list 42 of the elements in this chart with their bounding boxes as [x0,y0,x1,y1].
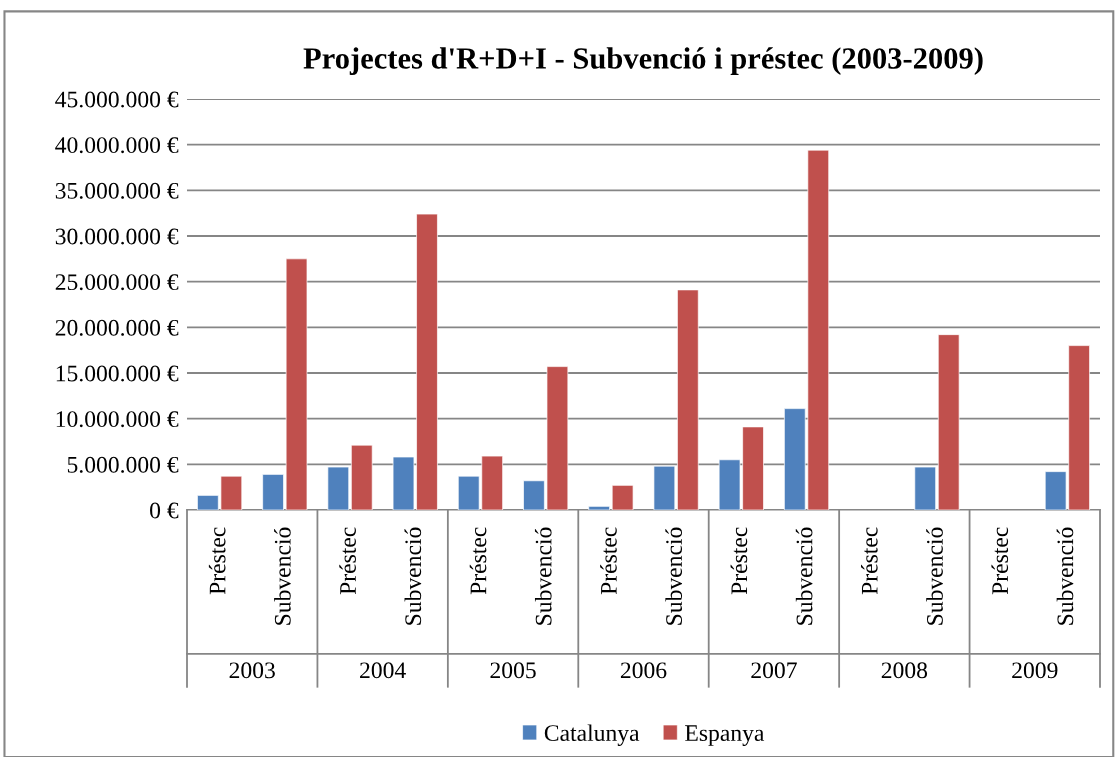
y-tick-label: 45.000.000 € [55,91,179,108]
y-tick-label: 15.000.000 € [56,365,179,382]
x-tick-label: Subvenció [795,527,813,625]
y-tick-label: 30.000.000 € [55,228,179,245]
x-tick-label: Subvenció [665,527,683,625]
x-tick-label: Subvenció [534,527,552,625]
bar [350,444,373,510]
y-tick-label: 5.000.000 € [67,456,179,473]
y-tick-label: 40.000.000 € [55,137,179,154]
y-tick-label: 25.000.000 € [55,274,179,291]
x-tick-label: Préstec [208,527,226,595]
x-tick-label: Subvenció [274,527,291,625]
y-tick-label: 0 € [150,502,179,519]
x-tick-label: Subvenció [926,527,943,625]
bar [653,465,676,510]
x-tick-label: Préstec [730,527,748,595]
text: 2009 [1012,662,1058,679]
x-tick-label: Subvenció [1056,527,1074,625]
bar [588,506,610,510]
text: 2005 [490,662,536,679]
x-tick-label: Subvenció [404,527,422,625]
bar [327,466,350,510]
x-tick-label: Préstec [339,527,356,595]
y-tick-label: 20.000.000 € [55,319,179,336]
legend-label: Espanya [685,725,765,746]
x-tick-label: Préstec [991,527,1009,595]
bar [677,289,699,510]
chart-title: Projectes d'R+D+I - Subvenció i préstec (2003-2009) [303,47,983,75]
bar [937,334,960,510]
text: 2008 [881,662,928,679]
x-tick-label: Préstec [600,527,617,595]
text: 2007 [751,662,797,679]
text: 2004 [360,662,406,679]
text: 2003 [229,662,275,679]
bar [611,484,634,510]
y-tick-label: 10.000.000 € [56,411,179,428]
x-tick-label: Préstec [861,527,878,595]
text: 2006 [620,662,667,679]
x-tick-label: Préstec [469,527,487,595]
bar [914,466,937,510]
y-tick-label: 35.000.000 € [55,182,179,199]
legend-label: Catalunya [544,724,640,746]
